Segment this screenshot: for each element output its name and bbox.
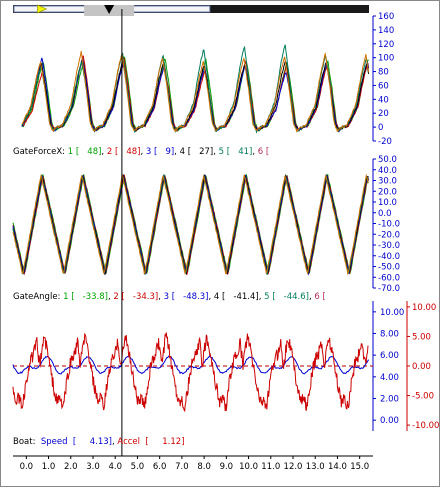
- seat-1-value: 1 [ -33.8]: [63, 292, 108, 302]
- time-tick-label: 10.0: [239, 462, 258, 472]
- speed-label: Speed: [40, 437, 68, 447]
- seat-2-value: 2 [ -34.3]: [113, 292, 159, 302]
- gate-angle-caption: GateAngle: 1 [ -33.8], 2 [ -34.3], 3 [ -…: [13, 292, 326, 302]
- timeline-scrubber[interactable]: [13, 4, 369, 16]
- gate-force-label: GateForceX:: [13, 147, 66, 157]
- gate-force-ytick-label: 120: [378, 40, 394, 50]
- seat-3-value: 3 [ 9]: [145, 147, 175, 157]
- gate-force-values: 1 [ 48], 2 [ 48], 3 [ 9], 4 [ 27], 5 [ 4…: [67, 147, 270, 157]
- time-tick-label: 6.0: [153, 462, 167, 472]
- accel-line: [12, 332, 369, 413]
- time-tick-label: 0.0: [20, 462, 34, 472]
- gate-angle-ytick-label: 50.0: [378, 155, 397, 165]
- seat-1-value: 1 [ 48]: [67, 147, 102, 157]
- seat-5-value: 5 [ -44.6]: [264, 292, 309, 302]
- seat-6-value: 6 [: [314, 292, 326, 302]
- gate-force-ytick-label: 160: [378, 12, 394, 22]
- gate-angle-ytick-label: 20.0: [378, 187, 397, 197]
- gate-angle-ytick-label: -50.0: [378, 263, 400, 273]
- accel-value: 1.12: [162, 437, 182, 447]
- gate-force-ytick-label: -20: [378, 137, 392, 147]
- gate-force-ytick-label: 60: [378, 81, 389, 91]
- time-tick-label: 12.0: [284, 462, 303, 472]
- time-tick-label: 8.0: [197, 462, 211, 472]
- gate-force-caption: GateForceX: 1 [ 48], 2 [ 48], 3 [ 9], 4 …: [13, 147, 269, 157]
- time-tick-label: 1.0: [42, 462, 56, 472]
- boat-caption: Boat: Speed [ 4.13], Accel [ 1.12]: [13, 437, 185, 447]
- accel-ytick-label: 5.00: [412, 332, 431, 342]
- seat-4-value: 4 [ 27]: [179, 147, 214, 157]
- seat-4-value: 4 [ -41.4]: [213, 292, 259, 302]
- speed-ytick-label: 0.00: [380, 416, 399, 426]
- gate-force-ytick-label: 40: [378, 95, 389, 105]
- time-axis: 0.0 1.0 2.0 3.0 4.0 5.0 6.0 7.0 8.0 9.0 10.0 11.0 12…: [13, 455, 373, 472]
- gate-angle-ytick-label: -40.0: [378, 252, 400, 262]
- speed-ytick-label: 6.00: [380, 351, 399, 361]
- time-tick-label: 13.0: [306, 462, 325, 472]
- gate-force-ytick-label: 20: [378, 109, 389, 119]
- speed-ytick-label: 10.00: [380, 308, 404, 318]
- gate-angle-ytick-label: -70.0: [378, 284, 400, 294]
- boat-label: Boat:: [13, 437, 36, 447]
- gate-force-ytick-label: 0: [378, 123, 383, 133]
- accel-ytick-label: -5.00: [412, 392, 434, 402]
- gate-angle-ytick-label: 30.0: [378, 177, 397, 187]
- time-tick-label: 9.0: [220, 462, 234, 472]
- gate-angle-label: GateAngle:: [13, 292, 61, 302]
- speed-ytick-label: 4.00: [380, 373, 399, 383]
- speed-ytick-label: 8.00: [380, 330, 399, 340]
- gate-force-ytick-label: 140: [378, 26, 394, 36]
- time-tick-label: 15.0: [350, 462, 369, 472]
- accel-ytick-label: -10.00: [412, 421, 439, 431]
- cursor-marker-icon: [104, 5, 115, 14]
- speed-ytick-label: 2.00: [380, 395, 399, 405]
- gate-angle-ytick-label: -10.0: [378, 220, 400, 230]
- gate-angle-panel: -70.0-60.0-50.0-40.0-30.0-20.0-10.00.010…: [12, 155, 400, 294]
- time-tick-label: 14.0: [328, 462, 347, 472]
- gate-angle-values: 1 [ -33.8], 2 [ -34.3], 3 [ -48.3], 4 [ …: [63, 292, 326, 302]
- boat-panel: 0.00 2.00 4.00 6.00 8.00 10.00 -10.00 -5.00 0.00…: [12, 301, 439, 431]
- seat-3-value: 3 [ -48.3]: [163, 292, 209, 302]
- speed-value: 4.13: [89, 437, 109, 447]
- gate-angle-ytick-label: 10.0: [378, 198, 397, 208]
- accel-ytick-label: 0.00: [412, 362, 431, 372]
- gate-angle-ytick-label: -20.0: [378, 230, 400, 240]
- time-tick-label: 5.0: [131, 462, 145, 472]
- gate-angle-ytick-label: 40.0: [378, 166, 397, 176]
- time-tick-label: 2.0: [64, 462, 78, 472]
- gate-force-ytick-label: 80: [378, 68, 389, 78]
- time-tick-label: 7.0: [175, 462, 189, 472]
- gate-force-panel: -20 0 20 40 60 80 100 120 140 160: [21, 12, 394, 147]
- gate-angle-ytick-label: 0.0: [378, 209, 392, 219]
- gate-angle-ytick-label: -60.0: [378, 273, 400, 283]
- time-tick-label: 11.0: [261, 462, 280, 472]
- gate-force-line-seat-6: [21, 51, 370, 133]
- seat-6-value: 6 [: [257, 147, 270, 157]
- seat-2-value: 2 [ 48]: [106, 147, 141, 157]
- speed-line: [12, 355, 370, 375]
- time-tick-label: 3.0: [86, 462, 100, 472]
- gate-force-ytick-label: 100: [378, 54, 394, 64]
- gate-angle-line-seat-6: [12, 173, 369, 276]
- accel-label: Accel: [117, 437, 141, 447]
- gate-angle-ytick-label: -30.0: [378, 241, 400, 251]
- play-marker-icon: [37, 4, 48, 14]
- seat-5-value: 5 [ 41]: [218, 147, 253, 157]
- time-tick-label: 4.0: [108, 462, 122, 472]
- accel-ytick-label: 10.00: [412, 303, 436, 313]
